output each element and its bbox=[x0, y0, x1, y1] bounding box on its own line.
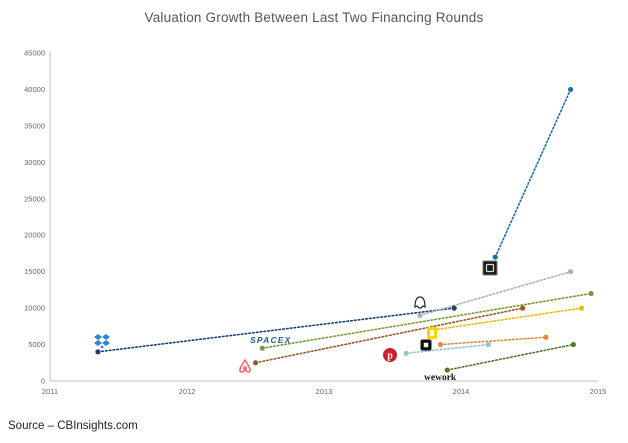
wework-logo: wework bbox=[424, 373, 457, 383]
data-point-uber-end bbox=[568, 86, 574, 93]
data-point-wework-end bbox=[570, 341, 576, 348]
data-point-pinterest-end bbox=[485, 341, 491, 348]
company-logos: SPACEX p wework bbox=[94, 260, 498, 383]
series-line-dropbox bbox=[97, 307, 455, 353]
airbnb-icon bbox=[239, 358, 251, 373]
series-line-wework bbox=[446, 343, 575, 371]
x-tick-label: 2015 bbox=[590, 387, 607, 396]
y-tick-label: 45000 bbox=[24, 49, 45, 58]
y-tick-label: 10000 bbox=[24, 304, 45, 313]
dropbox-icon bbox=[94, 334, 110, 349]
series-lines bbox=[97, 88, 592, 371]
y-tick-label: 20000 bbox=[24, 231, 45, 240]
y-tick-label: 15000 bbox=[24, 267, 45, 276]
square-icon bbox=[420, 339, 432, 351]
data-point-snapchat-end bbox=[568, 269, 574, 275]
yellow-logo-icon bbox=[427, 327, 437, 339]
data-point-dropbox-end bbox=[451, 305, 457, 311]
data-point-squaretwo-start bbox=[437, 341, 444, 348]
y-tick-label: 40000 bbox=[24, 85, 45, 94]
series-line-airbnb bbox=[254, 307, 524, 364]
uber-icon bbox=[482, 260, 498, 276]
y-tick-label: 35000 bbox=[24, 121, 45, 130]
x-tick-label: 2014 bbox=[453, 387, 470, 396]
y-tick-label: 0 bbox=[41, 377, 45, 386]
series-line-snapchat bbox=[419, 270, 572, 317]
data-point-airbnb-end bbox=[520, 305, 526, 311]
series-line-spacex bbox=[261, 292, 592, 350]
x-tick-label: 2012 bbox=[179, 387, 196, 396]
data-point-airbnb-start bbox=[252, 360, 259, 366]
data-point-dropbox-start bbox=[95, 349, 101, 355]
data-point-wework-start bbox=[444, 367, 450, 373]
series-points bbox=[95, 86, 594, 373]
spacex-logo: SPACEX bbox=[250, 335, 292, 345]
data-point-spacex-end bbox=[588, 290, 594, 297]
series-line-squaretwo bbox=[439, 336, 547, 346]
axes bbox=[49, 51, 598, 382]
svg-text:p: p bbox=[387, 351, 393, 362]
y-tick-label: 25000 bbox=[24, 194, 45, 203]
pinterest-icon: p bbox=[383, 348, 397, 362]
source-note: Source – CBInsights.com bbox=[8, 420, 138, 432]
data-point-snapchat-start bbox=[417, 312, 423, 318]
y-tick-label: 5000 bbox=[28, 340, 45, 349]
y-tick-label: 30000 bbox=[24, 158, 45, 167]
data-point-square-end bbox=[578, 305, 585, 311]
x-tick-label: 2011 bbox=[42, 387, 58, 396]
series-line-pinterest bbox=[405, 343, 490, 355]
data-point-uber-start bbox=[492, 254, 498, 260]
y-tick-labels: 0 5000 10000 15000 20000 25000 30000 35000 40000… bbox=[24, 49, 45, 386]
series-line-square bbox=[432, 307, 583, 331]
x-tick-label: 2013 bbox=[316, 387, 333, 396]
data-point-squaretwo-end bbox=[543, 334, 549, 340]
chart-title: Valuation Growth Between Last Two Financ… bbox=[144, 10, 484, 25]
x-tick-labels: 2011 2012 2013 2014 2015 bbox=[42, 387, 606, 396]
series-line-uber bbox=[494, 88, 572, 258]
data-point-spacex-start bbox=[259, 345, 265, 351]
snapchat-icon bbox=[414, 296, 426, 309]
data-point-pinterest-start bbox=[403, 350, 409, 356]
